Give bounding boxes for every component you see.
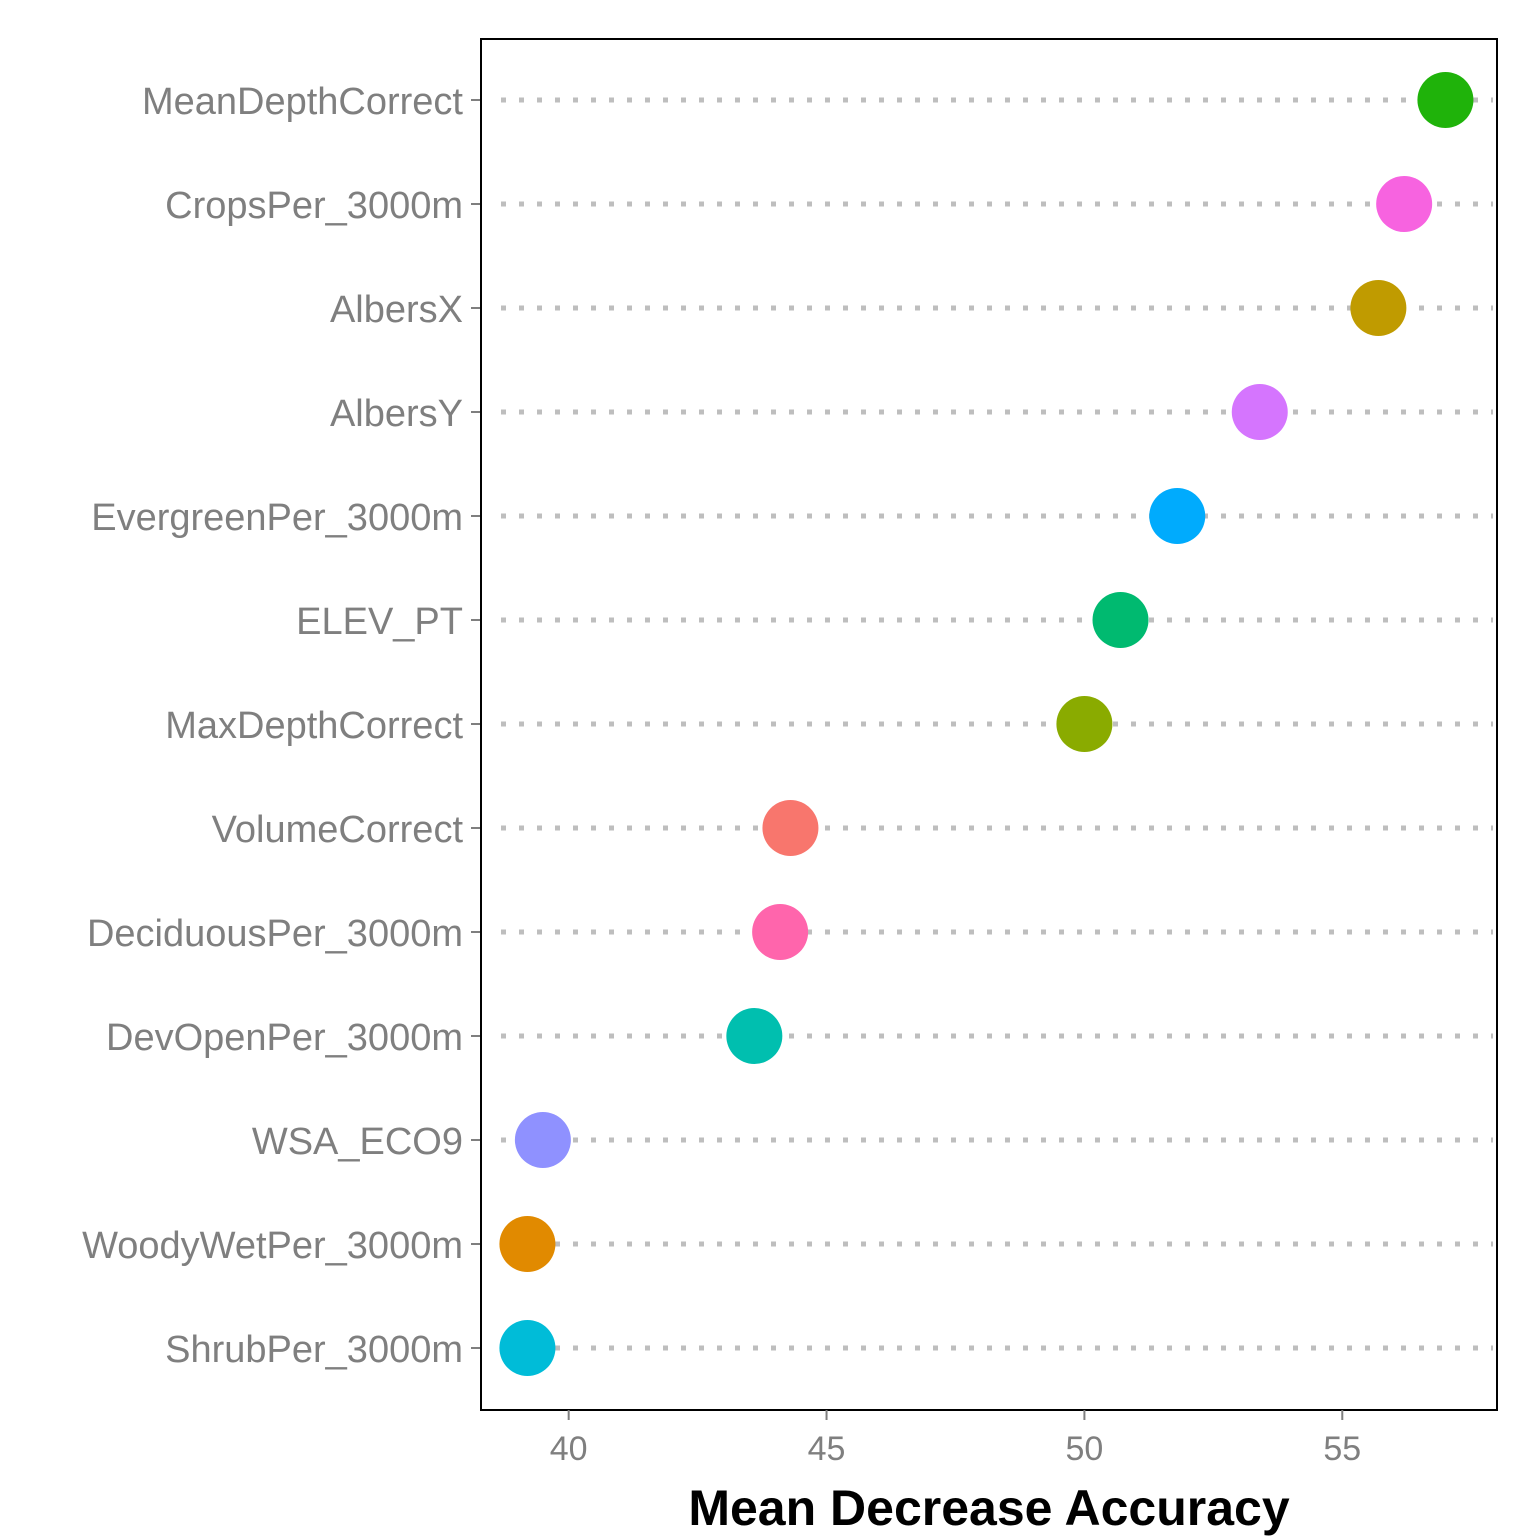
- y-tick-label: AlbersX: [330, 289, 463, 331]
- y-tick-label: MeanDepthCorrect: [142, 81, 463, 123]
- y-axis-labels: MeanDepthCorrect CropsPer_3000m AlbersX Alb…: [82, 81, 463, 1371]
- y-tick-label: ShrubPer_3000m: [165, 1329, 463, 1371]
- y-tick-label: AlbersY: [330, 393, 463, 435]
- data-points: [499, 72, 1474, 1376]
- data-point: [1149, 488, 1206, 544]
- x-axis-title: Mean Decrease Accuracy: [688, 1480, 1289, 1536]
- data-point: [1417, 72, 1474, 128]
- data-point: [726, 1008, 783, 1064]
- y-tick-label: DeciduousPer_3000m: [87, 913, 463, 955]
- y-tick-label: CropsPer_3000m: [165, 185, 463, 227]
- data-point: [1350, 280, 1407, 336]
- x-axis-ticks: [567, 1410, 1344, 1420]
- y-tick-label: WoodyWetPer_3000m: [82, 1225, 463, 1267]
- guide-lines: [501, 97, 1493, 1351]
- y-tick-label: MaxDepthCorrect: [165, 705, 463, 747]
- y-tick-label: WSA_ECO9: [252, 1121, 463, 1163]
- x-tick-label: 45: [808, 1430, 846, 1468]
- x-tick-label: 50: [1065, 1430, 1103, 1468]
- data-point: [1056, 696, 1113, 752]
- data-point: [1092, 592, 1149, 648]
- data-point: [1376, 176, 1433, 232]
- data-point: [752, 904, 809, 960]
- data-point: [514, 1112, 571, 1168]
- y-tick-label: VolumeCorrect: [212, 809, 464, 851]
- data-point: [1231, 384, 1288, 440]
- y-tick-label: EvergreenPer_3000m: [91, 497, 463, 539]
- data-point: [499, 1320, 556, 1376]
- data-point: [499, 1216, 556, 1272]
- x-tick-label: 55: [1323, 1430, 1361, 1468]
- y-tick-label: DevOpenPer_3000m: [106, 1017, 463, 1059]
- x-tick-label: 40: [550, 1430, 588, 1468]
- x-axis-labels: 40 45 50 55: [550, 1430, 1361, 1468]
- data-point: [762, 800, 819, 856]
- plot-frame: [480, 38, 1498, 1411]
- y-axis-ticks: [471, 99, 481, 1349]
- y-tick-label: ELEV_PT: [296, 601, 463, 643]
